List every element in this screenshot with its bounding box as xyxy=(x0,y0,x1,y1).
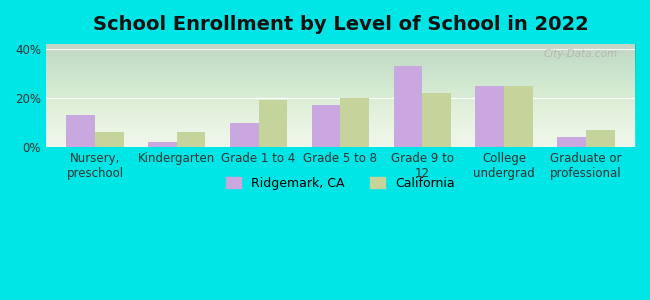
Text: City-Data.com: City-Data.com xyxy=(543,49,618,59)
Bar xyxy=(557,137,586,147)
Bar xyxy=(422,93,451,147)
Bar xyxy=(312,105,341,147)
Bar xyxy=(504,86,533,147)
Title: School Enrollment by Level of School in 2022: School Enrollment by Level of School in … xyxy=(92,15,588,34)
Bar xyxy=(95,132,124,147)
Bar xyxy=(586,130,614,147)
Bar xyxy=(230,122,259,147)
Bar xyxy=(66,115,95,147)
Bar xyxy=(341,98,369,147)
Bar xyxy=(259,100,287,147)
Bar xyxy=(148,142,177,147)
Bar xyxy=(394,66,422,147)
Bar xyxy=(177,132,205,147)
Bar xyxy=(475,86,504,147)
Legend: Ridgemark, CA, California: Ridgemark, CA, California xyxy=(222,172,460,195)
